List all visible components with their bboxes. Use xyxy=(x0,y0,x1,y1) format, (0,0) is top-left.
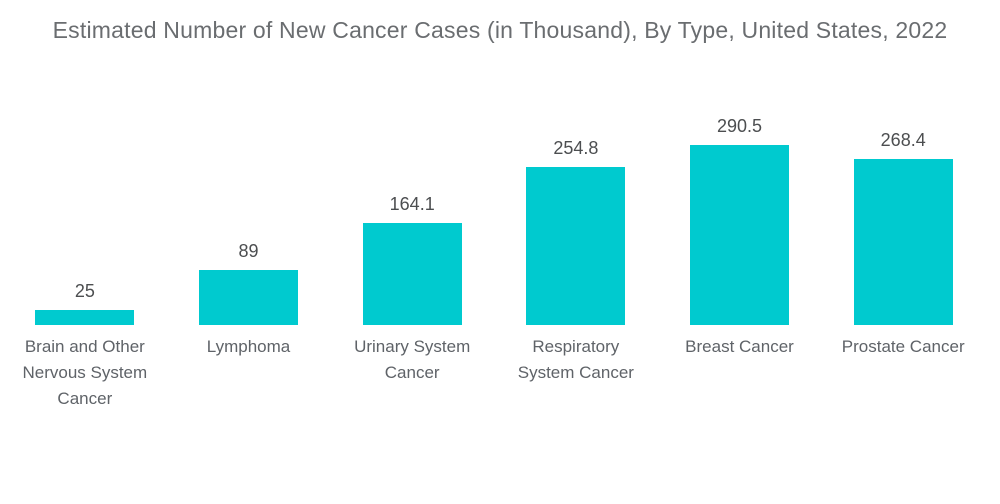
bar-column: 268.4 Prostate Cancer xyxy=(821,0,985,356)
bar-value-label: 164.1 xyxy=(389,194,435,215)
bar xyxy=(362,223,462,325)
bar-column: 164.1 Urinary System Cancer xyxy=(330,0,494,382)
bar-chart: 25 Brain and Other Nervous System Cancer 8… xyxy=(3,0,985,408)
bar-category-label: Lymphoma xyxy=(206,337,291,356)
bar-category-label: Prostate Cancer xyxy=(841,337,965,356)
bar-value-label: 290.5 xyxy=(717,116,763,136)
bar xyxy=(199,269,298,325)
bar-value-label: 254.8 xyxy=(553,138,599,159)
bar xyxy=(526,167,626,325)
bar xyxy=(35,309,135,325)
bar-column: 254.8 Respiratory System Cancer xyxy=(494,0,658,382)
bar-column: 89 Lymphoma xyxy=(167,0,331,356)
bar-category-label: Urinary System Cancer xyxy=(354,337,471,382)
bar-column: 290.5 Breast Cancer xyxy=(658,0,822,356)
bar-column: 25 Brain and Other Nervous System Cancer xyxy=(3,0,167,408)
bar-value-label: 25 xyxy=(74,280,95,301)
bar-value-label: 268.4 xyxy=(880,129,926,150)
bar-category-label: Respiratory System Cancer xyxy=(517,337,634,382)
bar-value-label: 89 xyxy=(238,240,259,261)
bar xyxy=(853,158,953,325)
bar-category-label: Brain and Other Nervous System Cancer xyxy=(22,337,148,408)
chart-title: Estimated Number of New Cancer Cases (in… xyxy=(52,17,948,43)
bar-category-label: Breast Cancer xyxy=(685,337,794,356)
bar xyxy=(690,145,790,325)
